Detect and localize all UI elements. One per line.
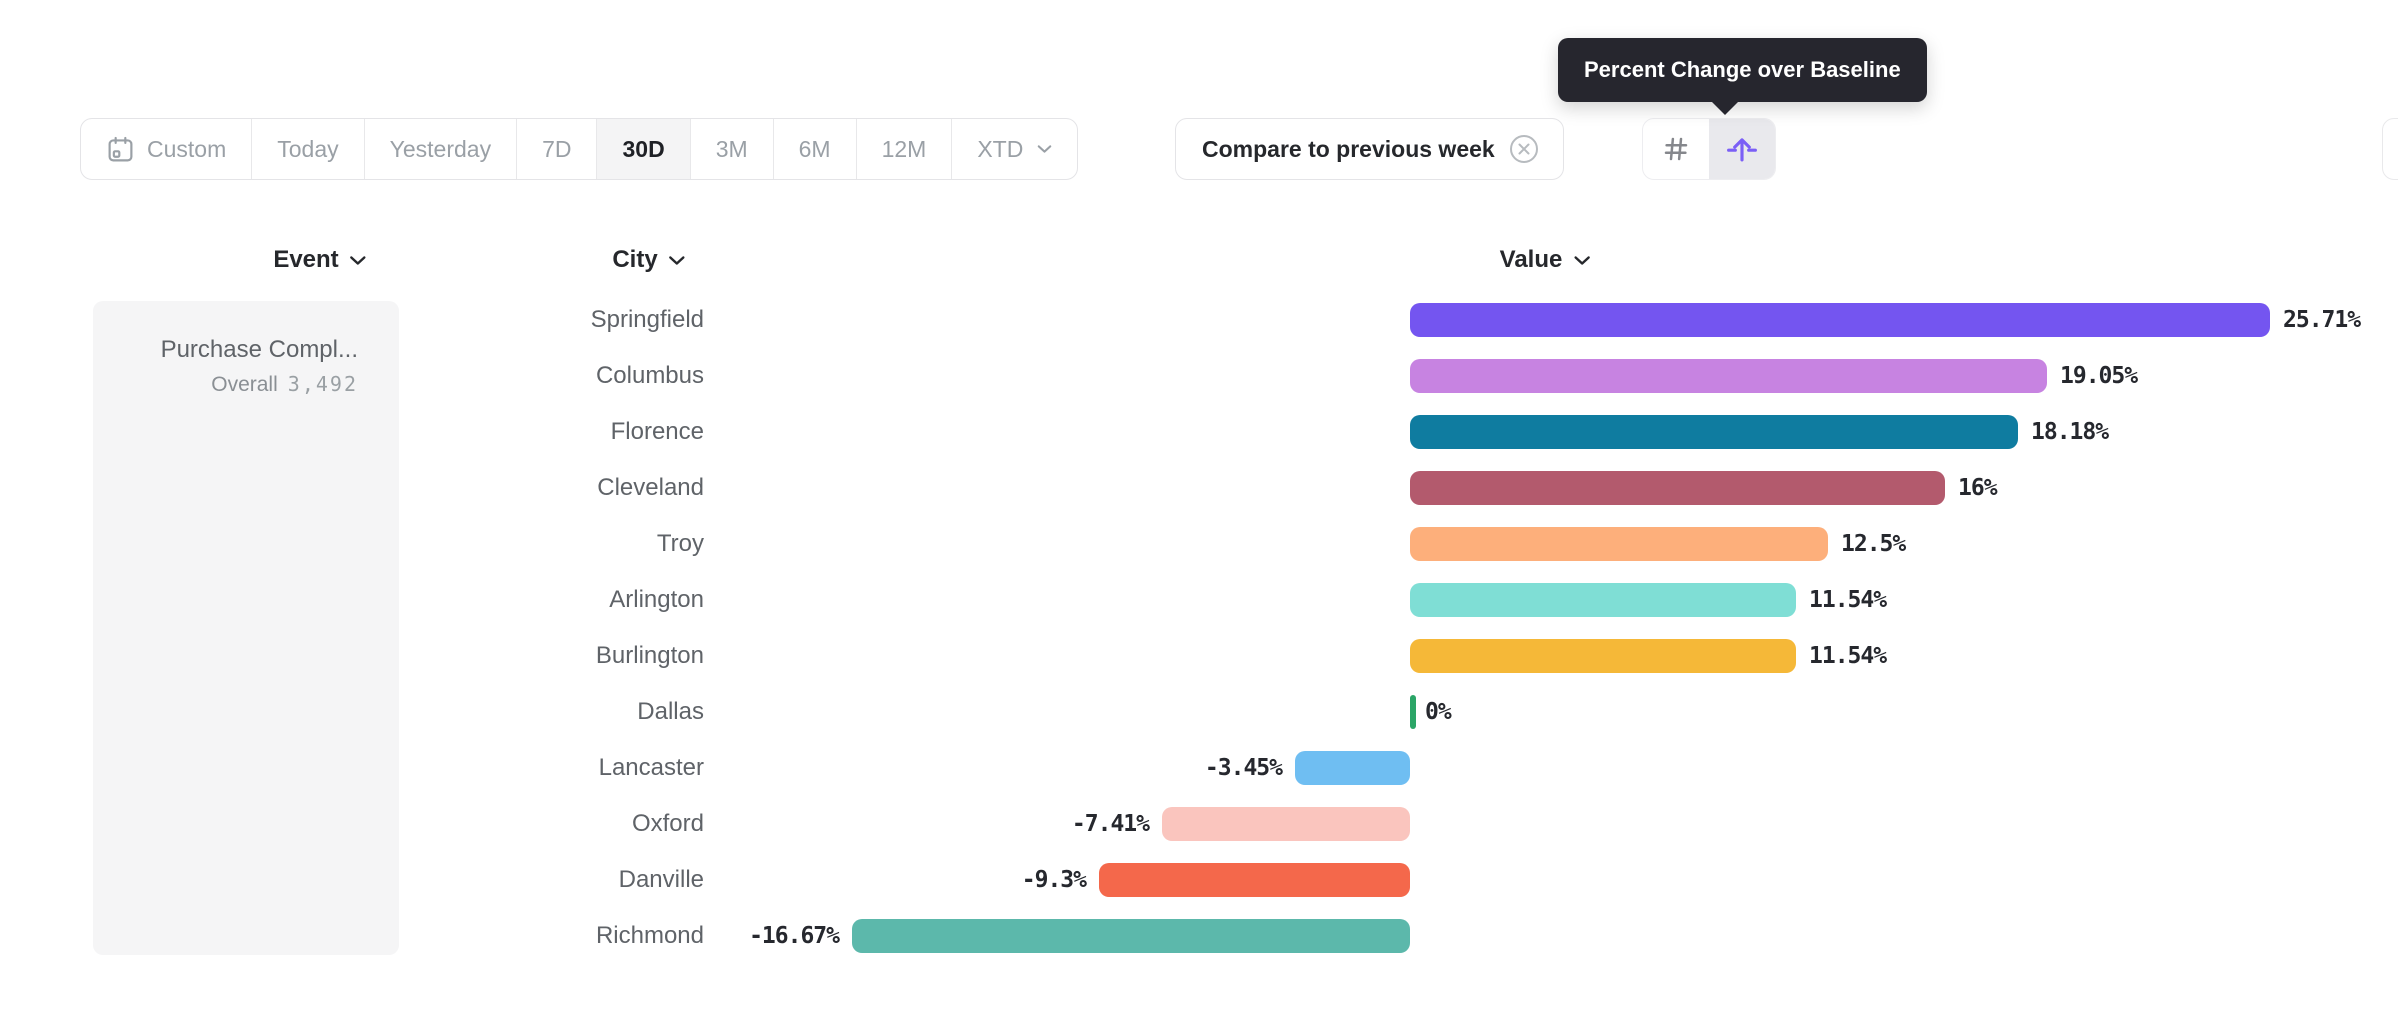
percent-label: 11.54% xyxy=(1809,643,1887,669)
city-label: Oxford xyxy=(631,810,704,837)
date-range-label: XTD xyxy=(977,135,1024,162)
chart-row-oxford: Oxford -7.41% xyxy=(0,796,2398,852)
percent-label: 25.71% xyxy=(2283,307,2361,333)
overall-value: 3,492 xyxy=(287,372,358,396)
event-title: Purchase Compl... xyxy=(160,336,358,363)
event-overall-row: Overall 3,492 xyxy=(103,372,358,397)
percent-label: 18.18% xyxy=(2031,419,2109,445)
date-range-label: 7D xyxy=(542,135,572,162)
chart-row-columbus: Columbus 19.05% xyxy=(0,348,2398,404)
overall-label: Overall xyxy=(211,373,278,396)
bar-burlington[interactable] xyxy=(1410,639,1796,673)
date-range-30d[interactable]: 30D xyxy=(596,119,690,179)
bar-lancaster[interactable] xyxy=(1295,751,1410,785)
clipped-right-edge-button[interactable] xyxy=(2382,118,2398,180)
city-label: Lancaster xyxy=(598,754,704,781)
column-header-event[interactable]: Event xyxy=(273,244,366,276)
column-header-city-label: City xyxy=(612,246,658,273)
city-label: Cleveland xyxy=(597,474,704,501)
date-range-segmented-control: Custom Today Yesterday 7D 30D 3M 6M 12M XTD xyxy=(80,118,1079,180)
chart-row-dallas: Dallas 0% xyxy=(0,684,2398,740)
date-range-xtd[interactable]: XTD xyxy=(951,119,1077,179)
date-range-12m[interactable]: 12M xyxy=(855,119,952,179)
bar-danville[interactable] xyxy=(1099,863,1410,897)
calendar-icon xyxy=(106,135,135,164)
chart-row-arlington: Arlington 11.54% xyxy=(0,572,2398,628)
date-range-label: Yesterday xyxy=(389,135,492,162)
city-label: Troy xyxy=(656,530,704,557)
chart-row-richmond: Richmond -16.67% xyxy=(0,908,2398,964)
event-panel-purchase-completed[interactable]: Purchase Compl... Overall 3,492 xyxy=(93,301,399,955)
bar-arlington[interactable] xyxy=(1410,583,1796,617)
column-header-event-label: Event xyxy=(273,246,339,273)
date-range-today[interactable]: Today xyxy=(251,119,363,179)
remove-comparison-icon[interactable] xyxy=(1509,134,1539,164)
date-range-label: 6M xyxy=(798,135,831,162)
column-header-city[interactable]: City xyxy=(612,244,685,276)
chart-row-lancaster: Lancaster -3.45% xyxy=(0,740,2398,796)
tooltip-percent-change-over-baseline: Percent Change over Baseline xyxy=(1558,38,1927,115)
bar-springfield[interactable] xyxy=(1410,303,2270,337)
percent-label: -3.45% xyxy=(1204,755,1283,781)
city-label: Columbus xyxy=(595,362,704,389)
date-range-label: 30D xyxy=(622,135,665,162)
chart-row-troy: Troy 12.5% xyxy=(0,516,2398,572)
bar-cleveland[interactable] xyxy=(1410,471,1945,505)
percent-label: 11.54% xyxy=(1809,587,1887,613)
percent-label: -16.67% xyxy=(749,923,840,949)
chart-row-burlington: Burlington 11.54% xyxy=(0,628,2398,684)
column-header-value[interactable]: Value xyxy=(1500,244,1591,276)
tooltip-arrow xyxy=(1710,100,1740,115)
hash-icon xyxy=(1661,134,1691,164)
column-header-value-label: Value xyxy=(1499,246,1563,273)
date-range-custom[interactable]: Custom xyxy=(81,119,251,179)
compare-chip-label: Compare to previous week xyxy=(1202,135,1495,162)
tooltip-text: Percent Change over Baseline xyxy=(1584,57,1901,82)
date-range-3m[interactable]: 3M xyxy=(689,119,773,179)
chevron-down-icon xyxy=(1037,144,1052,154)
city-label: Springfield xyxy=(590,306,704,333)
percent-label: 19.05% xyxy=(2060,363,2138,389)
bar-oxford[interactable] xyxy=(1162,807,1410,841)
city-label: Dallas xyxy=(637,698,704,725)
chevron-down-icon xyxy=(1573,255,1590,266)
date-range-label: 3M xyxy=(715,135,748,162)
percent-label: -9.3% xyxy=(1021,867,1087,893)
city-label: Arlington xyxy=(609,586,704,613)
date-range-label: 12M xyxy=(881,135,927,162)
bar-troy[interactable] xyxy=(1410,527,1828,561)
percent-label: 16% xyxy=(1958,475,1998,501)
compare-to-previous-week-chip[interactable]: Compare to previous week xyxy=(1175,118,1564,180)
numbers-view-button[interactable] xyxy=(1643,119,1709,179)
chevron-down-icon xyxy=(350,255,367,266)
date-range-yesterday[interactable]: Yesterday xyxy=(363,119,516,179)
date-range-label: Custom xyxy=(147,135,227,162)
chevron-down-icon xyxy=(669,255,686,266)
chart-row-cleveland: Cleveland 16% xyxy=(0,460,2398,516)
date-range-7d[interactable]: 7D xyxy=(516,119,596,179)
chart-row-danville: Danville -9.3% xyxy=(0,852,2398,908)
bar-florence[interactable] xyxy=(1410,415,2018,449)
city-label: Burlington xyxy=(595,642,704,669)
chart-row-florence: Florence 18.18% xyxy=(0,404,2398,460)
percent-label: 0% xyxy=(1425,699,1452,725)
bar-chart: Springfield 25.71% Columbus 19.05% Florence 1… xyxy=(0,292,2398,964)
bar-richmond[interactable] xyxy=(852,919,1410,953)
chart-view-toggle xyxy=(1642,118,1776,180)
chart-row-springfield: Springfield 25.71% xyxy=(0,292,2398,348)
bar-dallas[interactable] xyxy=(1410,695,1416,729)
arrow-up-over-baseline-icon xyxy=(1725,132,1759,166)
date-range-6m[interactable]: 6M xyxy=(772,119,856,179)
percent-change-baseline-view-button[interactable] xyxy=(1709,119,1775,179)
percent-label: 12.5% xyxy=(1841,531,1906,557)
date-range-label: Today xyxy=(277,135,339,162)
city-label: Danville xyxy=(618,866,704,893)
bar-columbus[interactable] xyxy=(1410,359,2047,393)
percent-label: -7.41% xyxy=(1071,811,1150,837)
city-label: Florence xyxy=(610,418,704,445)
city-label: Richmond xyxy=(595,922,704,949)
